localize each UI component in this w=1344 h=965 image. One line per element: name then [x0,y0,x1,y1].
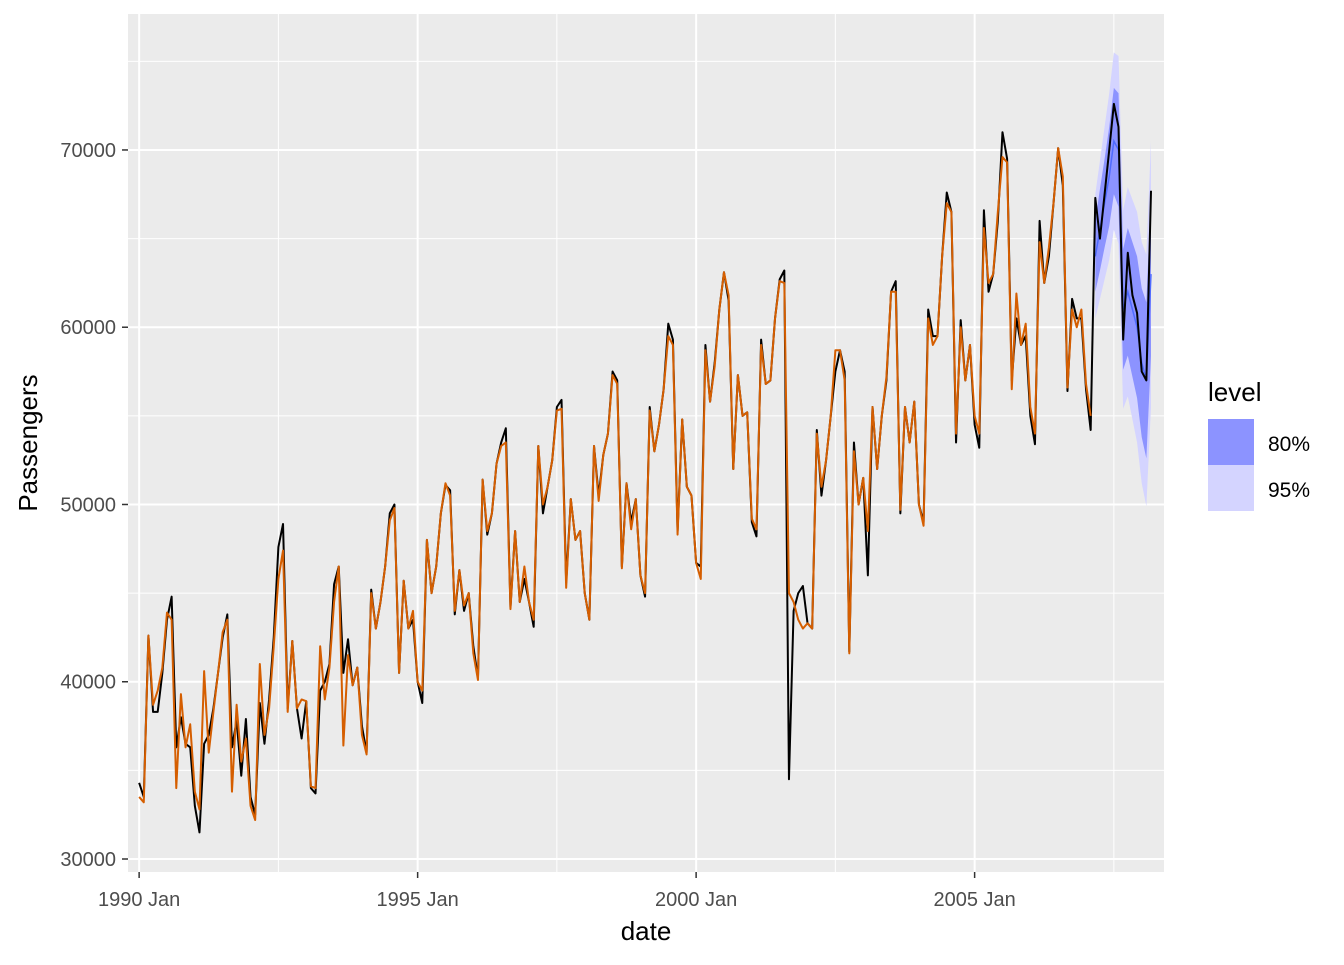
legend-label-95: 95% [1268,479,1310,502]
legend-key-95 [1208,465,1254,511]
x-tick-label: 1995 Jan [376,889,458,911]
series-lines [138,102,1153,834]
y-axis: 30000 40000 50000 60000 70000 [60,140,128,871]
x-tick-label: 2000 Jan [655,889,737,911]
y-tick-label: 60000 [60,317,116,339]
legend-title: level [1208,377,1261,407]
y-tick-label: 40000 [60,672,116,694]
line-fitted [138,147,1092,822]
x-axis-title: date [621,916,672,946]
x-tick-label: 2005 Jan [933,889,1015,911]
legend-key-80 [1208,419,1254,465]
y-tick-label: 50000 [60,494,116,516]
x-tick-label: 1990 Jan [98,889,180,911]
grid-minor [128,14,1164,872]
y-axis-title: Passengers [13,374,43,511]
y-tick-label: 70000 [60,140,116,162]
grid-major [128,14,1164,872]
legend: level 80% 95% [1208,377,1310,511]
legend-label-80: 80% [1268,433,1310,456]
plot-panel [128,14,1164,872]
x-axis: 1990 Jan 1995 Jan 2000 Jan 2005 Jan [98,872,1016,911]
y-tick-label: 30000 [60,849,116,871]
